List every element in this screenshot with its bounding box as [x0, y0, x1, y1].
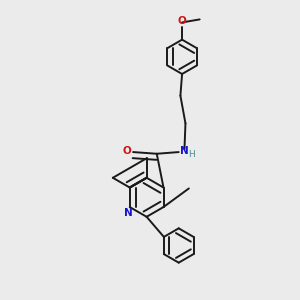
Text: N: N — [124, 208, 132, 218]
Text: O: O — [123, 146, 131, 156]
Text: H: H — [188, 150, 195, 159]
Text: O: O — [178, 16, 187, 26]
Text: N: N — [180, 146, 189, 156]
